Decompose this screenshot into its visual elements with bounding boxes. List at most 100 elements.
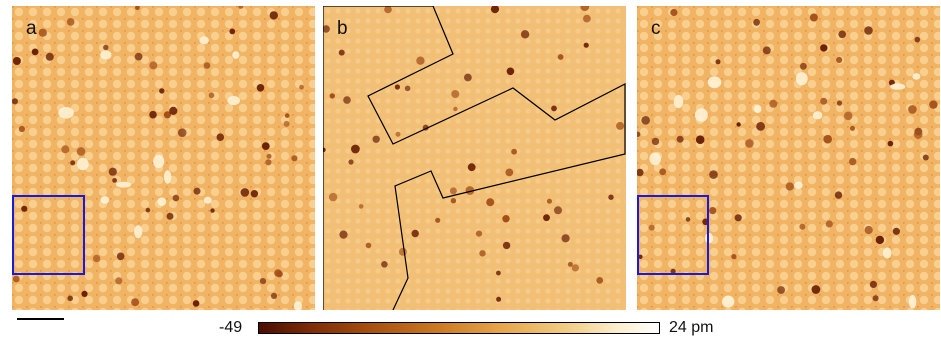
bright-feature bbox=[707, 76, 722, 89]
dark-adatom bbox=[843, 111, 853, 121]
dark-adatom bbox=[276, 270, 283, 278]
bright-feature bbox=[153, 154, 165, 168]
bright-feature bbox=[673, 94, 684, 109]
dark-adatom bbox=[449, 187, 457, 195]
dark-adatom bbox=[809, 13, 818, 22]
panel-label-a: a bbox=[26, 18, 37, 39]
scale-bar bbox=[17, 318, 64, 320]
dark-adatom bbox=[149, 61, 158, 70]
dark-adatom bbox=[453, 106, 458, 112]
dark-adatom bbox=[358, 204, 364, 209]
dark-adatom bbox=[265, 159, 272, 166]
dark-adatom bbox=[66, 18, 75, 26]
dark-adatom bbox=[451, 90, 460, 98]
dark-adatom bbox=[496, 296, 502, 302]
dark-adatom bbox=[838, 30, 846, 39]
panel-label-c: c bbox=[651, 18, 661, 39]
dark-adatom bbox=[149, 110, 157, 119]
bright-feature bbox=[232, 51, 240, 59]
dark-adatom bbox=[238, 6, 244, 9]
highlight-box-a bbox=[12, 195, 85, 275]
dark-adatom bbox=[496, 270, 501, 276]
panel-b-image: b bbox=[323, 6, 626, 310]
dark-adatom bbox=[820, 44, 828, 52]
stm-image-c bbox=[637, 6, 940, 310]
dark-adatom bbox=[450, 198, 457, 204]
dark-adatom bbox=[637, 168, 644, 177]
dark-adatom bbox=[261, 142, 270, 151]
dark-adatom bbox=[343, 96, 351, 104]
dark-adatom bbox=[365, 242, 372, 249]
dark-adatom bbox=[464, 73, 472, 82]
dark-adatom bbox=[348, 159, 354, 165]
dark-adatom bbox=[259, 278, 267, 285]
dark-adatom bbox=[892, 227, 900, 235]
height-colorbar bbox=[258, 322, 660, 334]
dark-adatom bbox=[864, 225, 873, 235]
dark-adatom bbox=[193, 187, 201, 195]
dark-adatom bbox=[208, 92, 215, 99]
dark-adatom bbox=[131, 298, 140, 307]
dark-adatom bbox=[799, 223, 806, 230]
bright-feature bbox=[890, 83, 906, 90]
dark-adatom bbox=[134, 52, 143, 61]
dark-adatom bbox=[580, 6, 590, 11]
dark-adatom bbox=[70, 160, 76, 166]
stm-image-b bbox=[323, 6, 626, 310]
dark-adatom bbox=[641, 116, 650, 125]
dark-adatom bbox=[571, 264, 579, 272]
dark-adatom bbox=[135, 6, 140, 11]
bright-feature bbox=[100, 50, 112, 60]
dark-adatom bbox=[323, 25, 330, 33]
bright-feature bbox=[157, 197, 167, 206]
dark-adatom bbox=[551, 105, 557, 112]
dark-adatom bbox=[435, 217, 441, 223]
dark-adatom bbox=[849, 157, 857, 166]
dark-adatom bbox=[115, 277, 123, 285]
dark-adatom bbox=[709, 170, 718, 179]
dark-adatom bbox=[467, 163, 476, 172]
dark-adatom bbox=[323, 147, 326, 153]
bright-feature bbox=[163, 170, 172, 184]
dark-adatom bbox=[820, 97, 828, 105]
dark-adatom bbox=[638, 254, 643, 259]
dark-adatom bbox=[546, 198, 552, 204]
dark-adatom bbox=[736, 122, 741, 127]
dark-adatom bbox=[554, 206, 562, 215]
dark-adatom bbox=[291, 155, 298, 162]
dark-adatom bbox=[351, 144, 360, 154]
stm-image-a bbox=[12, 6, 315, 310]
dark-adatom bbox=[283, 120, 290, 127]
dark-adatom bbox=[372, 135, 380, 143]
dark-adatom bbox=[637, 131, 641, 137]
bright-feature bbox=[199, 36, 209, 45]
bright-feature bbox=[58, 107, 74, 119]
dark-adatom bbox=[18, 125, 25, 133]
dark-adatom bbox=[12, 98, 18, 105]
dark-adatom bbox=[328, 192, 338, 202]
dark-adatom bbox=[836, 56, 843, 64]
dark-adatom bbox=[216, 133, 225, 141]
dark-adatom bbox=[416, 56, 425, 65]
bright-feature bbox=[203, 196, 212, 204]
dark-adatom bbox=[875, 235, 885, 245]
dark-adatom bbox=[567, 261, 573, 267]
dark-adatom bbox=[887, 140, 894, 147]
dark-adatom bbox=[284, 113, 290, 118]
dark-adatom bbox=[411, 229, 419, 238]
dark-adatoms-a bbox=[12, 6, 304, 307]
dark-adatom bbox=[240, 188, 250, 197]
dark-adatom bbox=[506, 67, 515, 76]
dark-adatom bbox=[116, 252, 125, 261]
bright-features-a bbox=[58, 36, 302, 310]
dark-adatom bbox=[166, 212, 174, 220]
dark-adatoms-c bbox=[637, 8, 938, 302]
dark-adatom bbox=[81, 290, 88, 297]
dark-adatom bbox=[823, 134, 832, 144]
dark-adatom bbox=[616, 121, 625, 130]
dark-adatom bbox=[825, 220, 833, 228]
dark-adatom bbox=[384, 6, 392, 14]
dark-adatom bbox=[676, 135, 684, 143]
dark-adatom bbox=[381, 261, 388, 268]
dark-adatom bbox=[172, 194, 180, 202]
